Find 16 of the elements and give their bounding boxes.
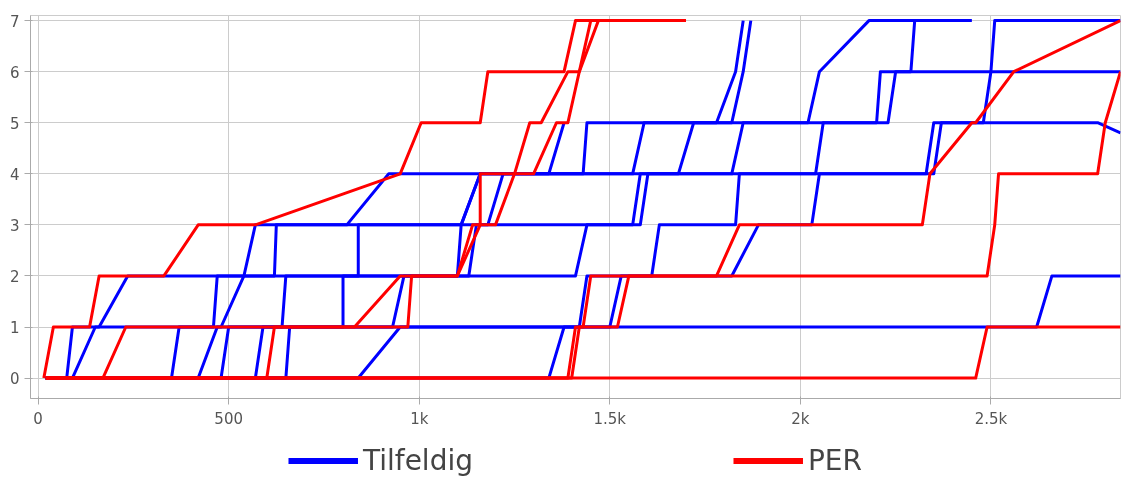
- legend-label: PER: [807, 443, 863, 477]
- x-tick-label: 2k: [791, 409, 810, 428]
- x-tick-label: 1k: [410, 409, 429, 428]
- y-tick-label: 2: [9, 267, 20, 286]
- y-tick-label: 5: [9, 114, 20, 133]
- y-tick-label: 7: [9, 12, 20, 31]
- y-tick-label: 6: [9, 63, 20, 82]
- y-tick-label: 3: [9, 216, 20, 235]
- x-tick-label: 1.5k: [593, 409, 627, 428]
- y-tick-label: 0: [9, 370, 20, 389]
- x-tick-label: 500: [214, 409, 244, 428]
- y-tick-label: 1: [9, 319, 20, 338]
- x-tick-label: 0: [33, 409, 43, 428]
- x-tick-label: 2.5k: [974, 409, 1008, 428]
- y-tick-label: 4: [9, 165, 20, 184]
- legend-label: Tilfeldig: [362, 443, 473, 477]
